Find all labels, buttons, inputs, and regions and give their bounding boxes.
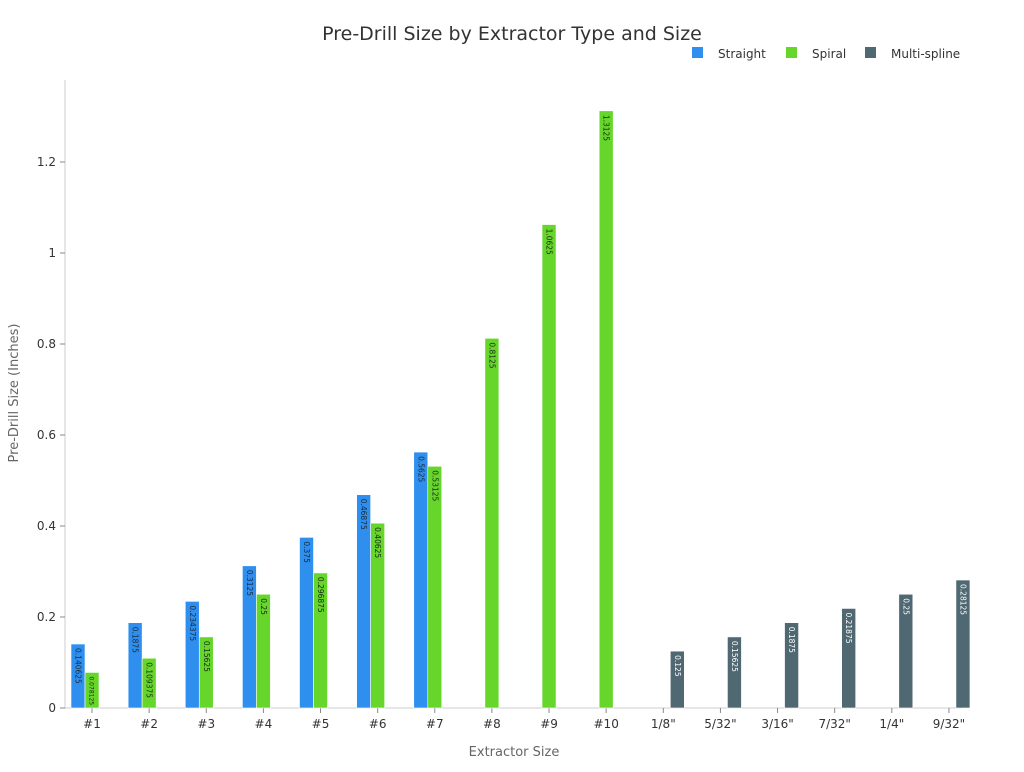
- data-label: 0.3125: [245, 570, 254, 596]
- x-tick-label: 9/32": [933, 717, 965, 731]
- x-tick-label: 1/8": [651, 717, 676, 731]
- y-tick-label: 0.8: [37, 337, 56, 351]
- x-axis-label: Extractor Size: [469, 745, 560, 760]
- legend-label: Spiral: [812, 47, 846, 61]
- bar-spiral: [484, 338, 500, 709]
- data-label: 0.25: [901, 598, 910, 615]
- data-label: 0.15625: [730, 641, 739, 672]
- x-tick-label: 3/16": [761, 717, 793, 731]
- y-tick-label: 0.2: [37, 610, 56, 624]
- data-label: 0.078125: [88, 676, 95, 705]
- x-tick-label: 7/32": [818, 717, 850, 731]
- legend-label: Straight: [718, 47, 766, 61]
- legend-swatch: [865, 47, 876, 58]
- bar-spiral: [141, 657, 157, 709]
- data-label: 0.140625: [74, 648, 83, 684]
- y-tick-label: 0.6: [37, 428, 56, 442]
- data-label: 0.15625: [202, 641, 211, 672]
- bar-multi-spline: [841, 608, 856, 709]
- data-label: 0.109375: [145, 662, 154, 698]
- legend-label: Multi-spline: [891, 47, 960, 61]
- x-tick-label: #1: [83, 717, 101, 731]
- bar-spiral: [541, 224, 557, 709]
- bar-multi-spline: [669, 650, 685, 709]
- data-label: 1.3125: [602, 115, 611, 141]
- y-tick-label: 1.2: [37, 155, 56, 169]
- x-tick-label: #5: [312, 717, 330, 731]
- bar-multi-spline: [955, 579, 971, 709]
- x-tick-label: #6: [369, 717, 387, 731]
- bar-spiral: [198, 636, 214, 709]
- data-label: 0.25: [259, 598, 268, 615]
- data-label: 0.234375: [188, 605, 197, 641]
- bar-multi-spline: [727, 636, 742, 709]
- data-label: 0.46875: [359, 499, 368, 530]
- data-label: 1.0625: [545, 229, 554, 255]
- legend-swatch: [692, 47, 703, 58]
- data-label: 0.375: [302, 541, 311, 563]
- bar-spiral: [313, 572, 328, 709]
- data-label: 0.1875: [131, 627, 140, 653]
- x-tick-label: 1/4": [879, 717, 904, 731]
- data-label: 0.1875: [787, 627, 796, 653]
- bar-spiral: [598, 110, 614, 709]
- x-tick-label: #2: [140, 717, 158, 731]
- x-tick-label: #9: [540, 717, 558, 731]
- data-label: 0.5625: [416, 456, 425, 482]
- y-tick-label: 1: [48, 246, 56, 260]
- data-label: 0.40625: [373, 527, 382, 558]
- bar-spiral: [370, 522, 385, 709]
- bar-spiral: [84, 672, 100, 709]
- x-tick-label: #3: [197, 717, 215, 731]
- legend-swatch: [786, 47, 797, 58]
- x-tick-label: #4: [255, 717, 273, 731]
- bar-spiral: [427, 465, 443, 709]
- bar-straight: [299, 537, 314, 709]
- bar-straight: [413, 451, 429, 709]
- bar-multi-spline: [898, 593, 914, 709]
- y-tick-label: 0.4: [37, 519, 56, 533]
- x-tick-label: #7: [426, 717, 444, 731]
- data-label: 0.53125: [430, 470, 439, 501]
- x-tick-label: #10: [594, 717, 619, 731]
- data-label: 0.28125: [958, 584, 967, 615]
- data-label: 0.8125: [487, 342, 496, 368]
- x-tick-label: #8: [483, 717, 501, 731]
- bar-multi-spline: [784, 622, 799, 709]
- chart-title: Pre-Drill Size by Extractor Type and Siz…: [322, 23, 702, 45]
- data-label: 0.21875: [844, 612, 853, 643]
- bar-spiral: [256, 593, 271, 709]
- y-axis-label: Pre-Drill Size (Inches): [7, 324, 22, 463]
- x-tick-label: 5/32": [704, 717, 736, 731]
- data-label: 0.125: [673, 655, 682, 677]
- data-label: 0.296875: [316, 577, 325, 613]
- y-tick-label: 0: [48, 701, 56, 715]
